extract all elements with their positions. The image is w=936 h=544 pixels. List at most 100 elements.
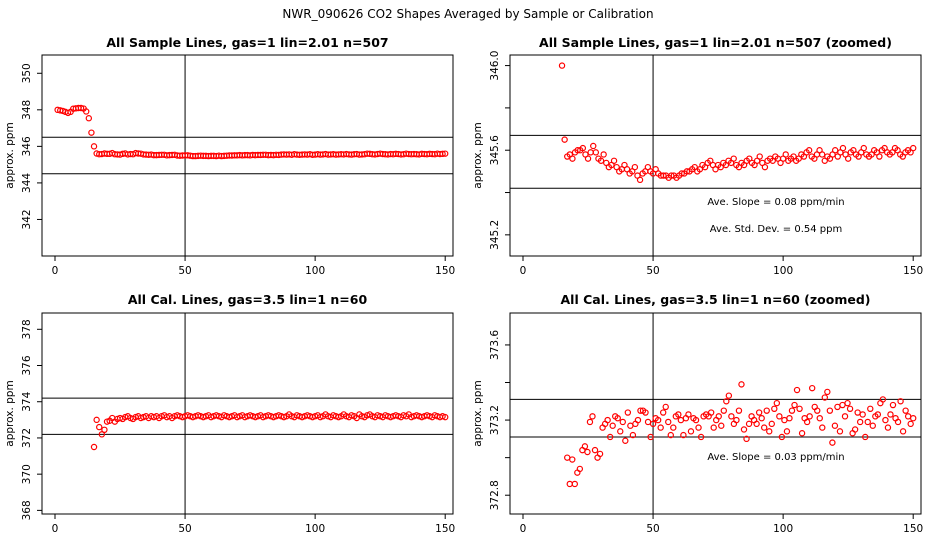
data-point: [821, 394, 829, 401]
panel-title: All Sample Lines, gas=1 lin=2.01 n=507: [106, 35, 388, 50]
data-point: [574, 147, 581, 154]
data-point: [839, 144, 847, 152]
data-point: [564, 454, 571, 461]
data-point: [561, 136, 568, 143]
data-point: [768, 420, 775, 428]
panel-title: All Cal. Lines, gas=3.5 lin=1 n=60: [128, 292, 368, 307]
data-point: [604, 416, 611, 424]
chart-panel-3: All Cal. Lines, gas=3.5 lin=1 n=60 0 50 100…: [4, 292, 455, 535]
x-tick-label: 100: [305, 523, 325, 535]
data-point: [642, 409, 649, 416]
data-point: [798, 430, 806, 437]
x-tick-label: 50: [646, 265, 659, 277]
data-point: [856, 418, 864, 426]
data-point: [805, 147, 813, 154]
y-tick-label: 372.8: [489, 480, 501, 510]
data-point: [776, 413, 783, 420]
x-tick-label: 50: [646, 523, 659, 535]
y-tick-label: 350: [21, 63, 33, 83]
data-point: [571, 480, 579, 488]
data-point: [733, 416, 740, 424]
data-point: [90, 443, 98, 451]
data-point: [844, 399, 851, 407]
data-point: [899, 428, 907, 435]
data-point: [844, 155, 852, 162]
data-series: [558, 62, 917, 184]
page-title: NWR_090626 CO2 Shapes Averaged by Sample…: [282, 7, 653, 21]
data-point: [730, 155, 737, 162]
data-point: [879, 396, 887, 403]
x-tick-label: 0: [52, 265, 59, 277]
data-point: [606, 433, 614, 441]
y-tick-label: 372: [21, 428, 33, 448]
data-point: [860, 144, 867, 152]
data-point: [659, 409, 667, 416]
data-point: [897, 398, 904, 405]
data-point: [902, 407, 909, 414]
data-point: [756, 153, 763, 160]
x-tick-label: 150: [435, 523, 455, 535]
data-point: [761, 163, 769, 171]
data-point: [584, 448, 591, 456]
data-point: [791, 401, 798, 409]
data-point: [859, 411, 866, 418]
y-axis-label: approx. ppm: [472, 122, 484, 188]
data-point: [85, 115, 93, 122]
data-point: [660, 172, 667, 179]
data-point: [592, 149, 600, 156]
y-tick-label: 378: [21, 319, 33, 339]
data-point: [745, 420, 753, 428]
data-point: [743, 435, 750, 443]
data-point: [610, 157, 618, 164]
data-series: [54, 104, 449, 160]
data-point: [786, 415, 793, 422]
data-point: [864, 418, 871, 426]
data-point: [782, 151, 789, 158]
x-tick-label: 0: [520, 523, 527, 535]
data-point: [882, 416, 889, 424]
plot-frame: [41, 312, 454, 515]
data-point: [806, 413, 813, 420]
x-tick-label: 150: [903, 523, 923, 535]
y-tick-label: 344: [21, 173, 33, 193]
data-point: [735, 407, 743, 414]
chart-panel-2: All Sample Lines, gas=1 lin=2.01 n=507 (…: [472, 35, 923, 277]
y-axis-label: approx. ppm: [472, 380, 484, 446]
data-point: [781, 416, 788, 424]
data-point: [728, 413, 735, 420]
y-tick-label: 376: [21, 355, 33, 375]
data-point: [715, 413, 722, 420]
data-point: [718, 422, 725, 429]
panel-title: All Cal. Lines, gas=3.5 lin=1 n=60 (zoom…: [561, 292, 871, 307]
data-point: [697, 433, 705, 441]
data-point: [622, 437, 629, 444]
data-point: [738, 381, 745, 388]
data-point: [841, 413, 849, 420]
data-point: [587, 149, 594, 156]
data-point: [657, 424, 664, 431]
plot-frame: [509, 312, 922, 515]
data-point: [803, 418, 811, 426]
data-point: [439, 150, 446, 158]
data-point: [910, 415, 917, 422]
data-point: [667, 431, 674, 439]
data-point: [778, 433, 786, 441]
data-point: [814, 407, 821, 414]
y-tick-label: 373.2: [489, 405, 501, 435]
data-point: [683, 168, 691, 175]
data-point: [862, 433, 869, 441]
y-tick-label: 342: [21, 209, 33, 229]
data-point: [654, 416, 662, 424]
data-point: [647, 433, 654, 441]
panel-title: All Sample Lines, gas=1 lin=2.01 n=507 (…: [539, 35, 892, 50]
data-point: [894, 418, 902, 426]
data-point: [668, 172, 675, 179]
y-axis-label: approx. ppm: [4, 122, 16, 188]
y-tick-label: 374: [21, 391, 33, 411]
data-point: [614, 415, 621, 422]
data-point: [846, 405, 854, 412]
data-point: [887, 411, 894, 418]
data-point: [831, 422, 839, 429]
data-point: [677, 416, 685, 424]
